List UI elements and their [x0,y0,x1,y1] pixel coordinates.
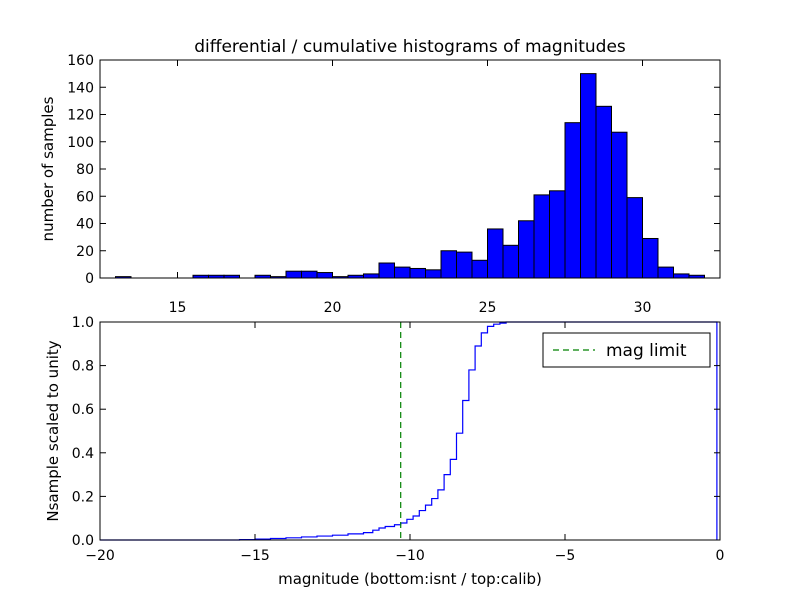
legend-box [542,332,711,368]
y-tick-label: 100 [67,135,94,151]
top-axis-ticks: 0 20 40 60 80 100 120 140 160 15 20 25 30 [67,53,720,316]
cumulative-step-line [100,321,718,541]
bottom-x-axis-label: magnitude (bottom:isnt / top:calib) [278,570,542,588]
y-tick-label: 80 [76,162,94,178]
y-tick-label: 60 [76,189,94,205]
histogram-bar [316,272,333,279]
y-tick-label: 140 [67,80,94,96]
y-tick-label: 0 [85,271,94,287]
histogram-bar [502,244,519,279]
y-tick-label: 0.0 [72,533,94,549]
histogram-bar [487,228,504,279]
legend: mag limit [542,332,711,368]
histogram-bar [533,194,550,279]
histogram-bar [285,270,302,279]
top-y-axis-label: number of samples [39,96,57,241]
chart-title: differential / cumulative histograms of … [194,37,626,57]
x-tick-label: −20 [85,548,115,564]
histogram-bar [549,190,566,279]
histogram-bar [363,273,380,279]
histogram-bar [626,197,643,279]
histogram-bar [409,267,426,279]
histogram-bars [115,73,705,279]
histogram-bar [518,220,535,279]
y-tick-label: 0.6 [72,402,94,418]
histogram-bar [440,250,457,279]
x-tick-label: −10 [395,548,425,564]
x-tick-label: 30 [634,300,652,316]
y-tick-label: 160 [67,53,94,69]
histogram-bar [595,105,612,279]
histogram-bar [657,266,674,279]
x-tick-label: 20 [324,300,342,316]
x-tick-label: −5 [555,548,576,564]
histogram-bar [580,73,597,279]
y-tick-label: 0.8 [72,359,94,375]
histogram-bar [378,262,395,279]
x-tick-label: 25 [479,300,497,316]
bottom-cumulative-chart: Nsample scaled to unity magnitude (botto… [44,315,724,588]
histogram-bar [456,251,473,279]
y-tick-label: 0.4 [72,446,94,462]
histogram-bar [471,259,488,279]
x-tick-label: 15 [169,300,187,316]
y-tick-label: 40 [76,217,94,233]
x-tick-label: 0 [716,548,725,564]
cumulative-lines [100,321,718,541]
y-tick-label: 1.0 [72,315,94,331]
y-tick-label: 0.2 [72,489,94,505]
top-histogram-chart: differential / cumulative histograms of … [39,37,721,316]
histogram-bar [642,237,659,279]
x-tick-label: −15 [240,548,270,564]
top-plot-frame [99,59,721,279]
histogram-bar [673,273,690,279]
bottom-axis-ticks: 0.0 0.2 0.4 0.6 0.8 1.0 −20 −15 −10 −5 0 [72,315,725,564]
histogram-bar [611,131,628,279]
bottom-y-axis-label: Nsample scaled to unity [44,340,62,521]
legend-mag-limit-label: mag limit [606,341,687,361]
histogram-bar [564,122,581,279]
histogram-bar [425,269,442,279]
y-tick-label: 20 [76,244,94,260]
histogram-bar [301,270,318,279]
y-tick-label: 120 [67,108,94,124]
bottom-plot-frame [99,321,721,541]
histogram-bar [394,266,411,279]
